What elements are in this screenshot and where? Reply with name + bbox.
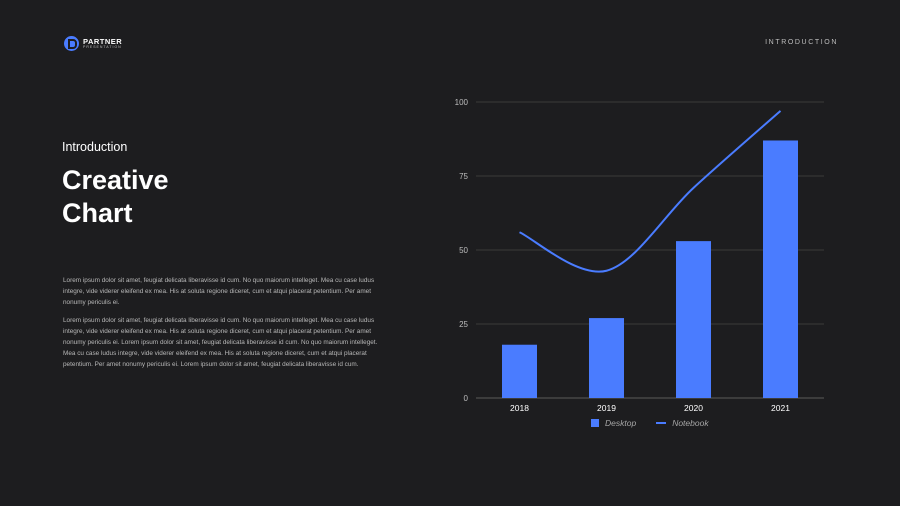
chart-legend: Desktop Notebook [591, 418, 729, 428]
bar-desktop [502, 344, 537, 398]
title-line-2: Chart [62, 198, 133, 228]
legend-item-notebook: Notebook [656, 418, 709, 428]
section-label: INTRODUCTION [765, 39, 838, 46]
x-tick-label: 2021 [771, 403, 790, 413]
x-tick-label: 2018 [510, 403, 529, 413]
legend-label-notebook: Notebook [672, 418, 709, 428]
legend-swatch-desktop [591, 419, 599, 427]
brand-tagline: PRESENTATION [83, 45, 122, 49]
body-paragraph-1: Lorem ipsum dolor sit amet, feugiat deli… [63, 277, 375, 306]
brand-logo: PARTNER PRESENTATION [64, 36, 122, 51]
x-tick-label: 2019 [597, 403, 616, 413]
x-tick-label: 2020 [684, 403, 703, 413]
y-tick-label: 100 [455, 98, 469, 107]
page-title: Creative Chart [62, 164, 169, 230]
body-paragraph-2: Lorem ipsum dolor sit amet, feugiat deli… [63, 317, 378, 368]
bar-desktop [763, 140, 798, 399]
combo-chart: 0 25 50 75 100 2018 2019 2020 2021 [455, 98, 824, 413]
y-tick-label: 0 [464, 394, 469, 403]
y-tick-label: 75 [459, 172, 468, 181]
legend-item-desktop: Desktop [591, 418, 636, 428]
y-tick-label: 50 [459, 246, 468, 255]
eyebrow-title: Introduction [62, 140, 128, 154]
line-notebook [519, 110, 782, 273]
title-line-1: Creative [62, 165, 169, 195]
brand-name: PARTNER [83, 36, 123, 46]
legend-label-desktop: Desktop [605, 418, 637, 428]
logo-icon [64, 36, 79, 51]
y-tick-label: 25 [459, 320, 468, 329]
bar-desktop [676, 241, 711, 398]
legend-swatch-notebook [656, 422, 667, 424]
bar-desktop [589, 318, 624, 398]
